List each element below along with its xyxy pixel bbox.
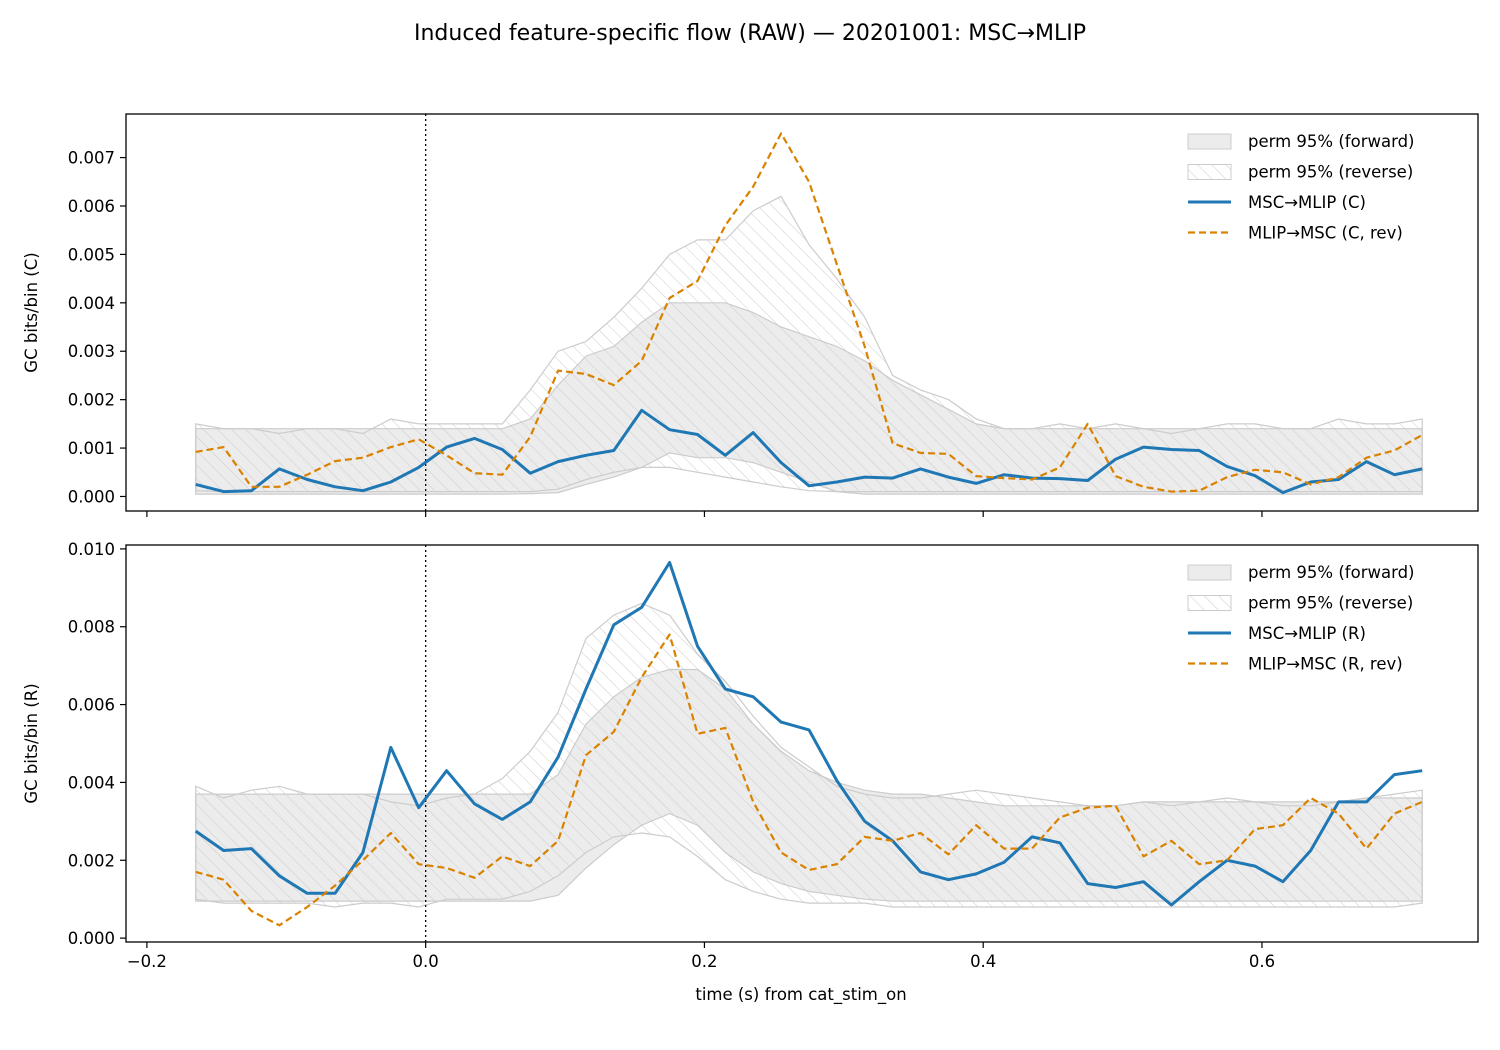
legend-entry-label: perm 95% (reverse)	[1248, 163, 1413, 182]
bottom-y-axis-label: GC bits/bin (R)	[22, 683, 41, 803]
legend-entry-label: MSC→MLIP (R)	[1248, 624, 1366, 643]
bottom-y-tick-label: 0.010	[68, 540, 115, 559]
panel-top: 0.000 0.001 0.002 0.003 0.004 0.005 0.006 0.007…	[22, 113, 1479, 517]
top-band-reverse	[195, 195, 1423, 493]
top-series-forward-line	[195, 408, 1423, 495]
bottom-x-tick-label: −0.2	[127, 952, 167, 971]
legend-swatch-band-reverse	[1187, 595, 1232, 611]
top-y-tick-label: 0.005	[68, 245, 115, 264]
bottom-legend: perm 95% (forward) perm 95% (reverse) MSC→…	[1187, 563, 1415, 674]
bottom-y-tick-label: 0.006	[68, 696, 115, 715]
legend-entry-label: MLIP→MSC (R, rev)	[1248, 655, 1403, 674]
bottom-x-tick-label: 0.0	[413, 952, 439, 971]
legend-swatch-band-reverse	[1187, 164, 1232, 180]
bottom-band-reverse	[195, 602, 1423, 908]
legend-entry-label: MLIP→MSC (C, rev)	[1248, 224, 1403, 243]
top-y-tick-label: 0.002	[68, 391, 115, 410]
top-y-tick-label: 0.007	[68, 149, 115, 168]
panel-bottom: −0.2 0.0 0.2 0.4 0.6 0.000 0.002 0.004 0.006 0.00…	[22, 540, 1479, 971]
top-legend: perm 95% (forward) perm 95% (reverse) MSC→…	[1187, 132, 1415, 243]
bottom-x-tick-label: 0.6	[1249, 952, 1275, 971]
top-y-tick-label: 0.006	[68, 197, 115, 216]
bottom-y-tick-label: 0.002	[68, 851, 115, 870]
bottom-series-reverse-line	[195, 633, 1423, 927]
top-axes-frame	[125, 113, 1479, 512]
top-plot-area	[195, 114, 1423, 511]
top-y-tick-label: 0.003	[68, 342, 115, 361]
legend-entry-label: perm 95% (forward)	[1248, 132, 1415, 151]
bottom-y-tick-label: 0.008	[68, 618, 115, 637]
x-axis-label: time (s) from cat_stim_on	[695, 985, 906, 1005]
bottom-axes-frame	[125, 544, 1479, 943]
legend-entry-label: MSC→MLIP (C)	[1248, 193, 1366, 212]
bottom-y-tick-label: 0.004	[68, 773, 115, 792]
figure-suptitle: Induced feature-specific flow (RAW) — 20…	[414, 21, 1086, 46]
bottom-plot-area	[194, 545, 1423, 942]
top-series-reverse-line	[195, 132, 1423, 493]
bottom-y-tick-label: 0.000	[68, 929, 115, 948]
top-y-tick-label: 0.001	[68, 439, 115, 458]
top-y-tick-label: 0.004	[68, 294, 115, 313]
legend-entry-label: perm 95% (forward)	[1248, 563, 1415, 582]
legend-swatch-band-forward	[1187, 564, 1232, 581]
legend-swatch-band-forward	[1187, 133, 1232, 150]
top-y-axis-label: GC bits/bin (C)	[22, 252, 41, 372]
legend-entry-label: perm 95% (reverse)	[1248, 594, 1413, 613]
bottom-x-tick-label: 0.2	[691, 952, 717, 971]
bottom-series-forward-line	[194, 561, 1423, 907]
bottom-x-tick-label: 0.4	[970, 952, 996, 971]
top-y-tick-label: 0.000	[68, 487, 115, 506]
